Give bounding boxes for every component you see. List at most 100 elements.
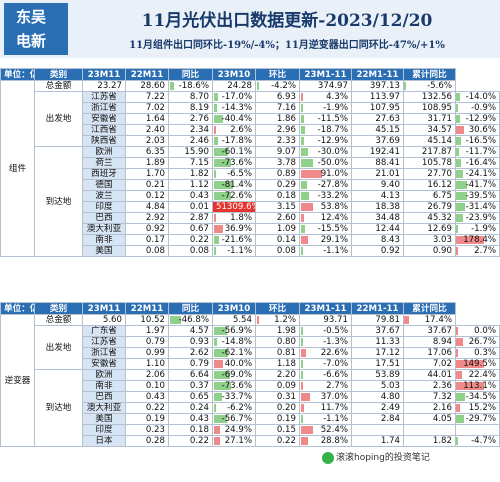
cell-value: 7.32 xyxy=(432,392,452,402)
column-header: 23M11 xyxy=(82,68,126,81)
ytd-yoy-cell: -34.5% xyxy=(455,391,500,403)
m11-cell: 0.99 xyxy=(125,347,169,359)
prev-ytd-cell: 7.32 xyxy=(403,391,456,403)
negative-bar xyxy=(214,393,222,401)
cell-value: 34.57 xyxy=(427,125,452,135)
cell-value: 0.89 xyxy=(276,169,296,179)
cell-value: -16.4% xyxy=(465,158,496,168)
cell-value: -1.9% xyxy=(471,224,496,234)
yoy-cell: 36.9% xyxy=(212,223,256,235)
positive-bar xyxy=(214,426,220,434)
prev-m11-cell: 0.37 xyxy=(168,380,213,392)
positive-bar xyxy=(456,126,464,134)
category-name: 南非 xyxy=(82,234,126,246)
cell-value: 52.4% xyxy=(320,425,348,435)
prev-ytd-cell: 26.79 xyxy=(403,201,456,213)
ytd-cell: 2.84 xyxy=(351,413,404,425)
negative-bar xyxy=(214,104,217,112)
cell-value: 11.7% xyxy=(320,403,348,413)
positive-bar xyxy=(214,437,220,445)
header-row: 单位：亿美元类别23M1122M11同比23M10环比23M1-1122M1-1… xyxy=(0,68,500,81)
positive-bar xyxy=(301,426,313,434)
prev-m11-cell: 0.79 xyxy=(168,358,213,370)
cell-value: -14.8% xyxy=(221,337,252,347)
cell-value: -56.9% xyxy=(221,326,252,336)
table-row: 江西省 2.40 2.34 2.6% 2.96 -18.7% 45.15 34.57 30.6% xyxy=(1,124,500,136)
category-name: 江西省 xyxy=(82,124,126,136)
ytd-cell: 113.97 xyxy=(351,91,404,103)
negative-bar xyxy=(214,192,231,200)
mom-cell: 2.7% xyxy=(299,380,352,392)
cell-value: 0.79 xyxy=(145,337,165,347)
column-header: 22M1-11 xyxy=(351,68,404,81)
m10-cell: 3.78 xyxy=(255,157,300,169)
cell-value: -69.0% xyxy=(221,370,252,380)
cell-value: 4.3% xyxy=(326,92,348,102)
m10-cell: 0.29 xyxy=(255,179,300,191)
table-row: 澳大利亚 0.22 0.24 -6.2% 0.20 11.7% 2.49 2.16 15.2% xyxy=(1,402,500,414)
negative-bar xyxy=(214,181,233,189)
m11-cell: 2.03 xyxy=(125,135,169,147)
mom-cell: 37.0% xyxy=(299,391,352,403)
ytd-yoy-cell: 15.2% xyxy=(455,402,500,414)
cell-value: 113.97 xyxy=(369,92,400,102)
cell-value: -6.5% xyxy=(227,169,252,179)
prev-ytd-cell: 2.16 xyxy=(403,402,456,414)
m10-cell: 2.33 xyxy=(255,135,300,147)
positive-bar xyxy=(301,170,322,178)
cell-value: 0.08 xyxy=(189,246,209,256)
negative-bar xyxy=(301,137,304,145)
prev-ytd-cell: 31.71 xyxy=(403,113,456,125)
prev-m11-cell: 1.82 xyxy=(168,168,213,180)
ytd-cell: 0.92 xyxy=(351,245,404,257)
cell-value: 1.2% xyxy=(274,315,296,325)
cell-value: 7.22 xyxy=(145,92,165,102)
cell-value: 0.0% xyxy=(474,326,496,336)
prev-m11-cell: 0.01 xyxy=(168,201,213,213)
negative-bar xyxy=(456,214,463,222)
cell-value: 27.1% xyxy=(224,436,252,446)
mom-cell: 52.4% xyxy=(299,424,352,436)
prev-ytd-cell: 7.02 xyxy=(403,358,456,370)
cell-value: 0.37 xyxy=(189,381,209,391)
m11-cell: 1.70 xyxy=(125,168,169,180)
m11-cell: 1.64 xyxy=(125,113,169,125)
cell-value: 2.46 xyxy=(189,136,209,146)
cell-value: 1.70 xyxy=(145,169,165,179)
total-row: 逆变器 总金额 5.60 10.52 -46.8% 5.54 1.2% 93.71 79.81 1… xyxy=(0,314,500,447)
cell-value: 2.76 xyxy=(189,114,209,124)
cell-value: 2.49 xyxy=(380,403,400,413)
negative-bar xyxy=(301,415,303,423)
category-name: 浙江省 xyxy=(82,347,126,359)
negative-bar xyxy=(456,192,467,200)
ytd-yoy-cell: -31.4% xyxy=(455,201,500,213)
cell-value: 0.19 xyxy=(276,414,296,424)
m10-cell: 5.54 xyxy=(212,314,256,326)
positive-bar xyxy=(257,316,259,324)
ytd-yoy-cell: -24.1% xyxy=(455,168,500,180)
cell-value: 12.69 xyxy=(427,224,452,234)
m10-cell: 1.18 xyxy=(255,358,300,370)
cell-value: 8.94 xyxy=(432,337,452,347)
mom-cell: 22.6% xyxy=(299,347,352,359)
positive-bar xyxy=(456,236,484,244)
cell-value: 0.79 xyxy=(189,359,209,369)
cell-value: 45.15 xyxy=(375,125,400,135)
cell-value: 27.63 xyxy=(375,114,400,124)
ytd-yoy-cell: 178.4% xyxy=(455,234,500,246)
cell-value: 2.36 xyxy=(432,381,452,391)
cell-value: -15.5% xyxy=(317,224,348,234)
mom-cell: 28.8% xyxy=(299,435,352,447)
cell-value: 12.44 xyxy=(375,224,400,234)
cell-value: -16.5% xyxy=(465,136,496,146)
prev-ytd-cell: 2.36 xyxy=(403,380,456,392)
cell-value: 0.21 xyxy=(145,180,165,190)
column-header: 累计同比 xyxy=(403,68,456,81)
prev-m11-cell: 0.43 xyxy=(168,413,213,425)
cell-value: 0.22 xyxy=(145,403,165,413)
column-header: 23M11 xyxy=(82,302,126,315)
m11-cell: 0.22 xyxy=(125,402,169,414)
negative-bar xyxy=(301,371,303,379)
prev-m11-cell: 0.24 xyxy=(168,402,213,414)
ytd-cell: 5.03 xyxy=(351,380,404,392)
